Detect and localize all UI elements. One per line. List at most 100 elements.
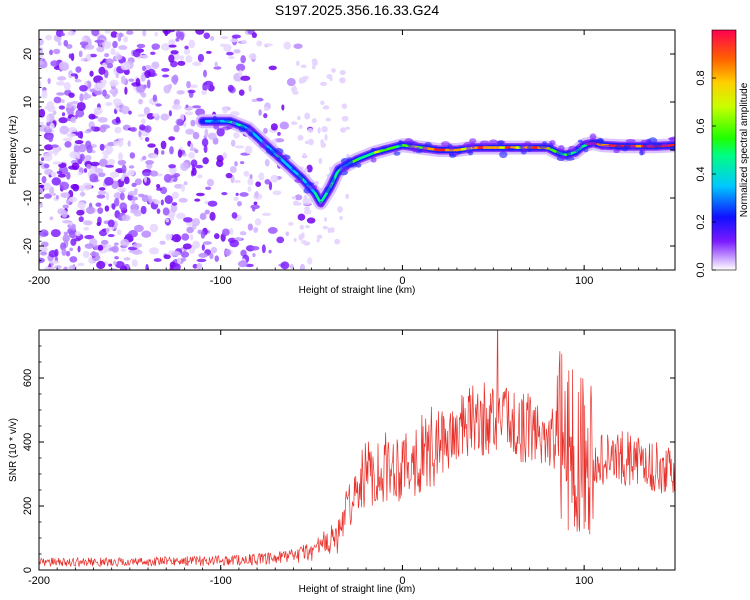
noise-blob: [65, 250, 71, 257]
noise-blob: [56, 81, 65, 86]
noise-blob: [143, 106, 151, 116]
noise-blob: [63, 82, 71, 91]
noise-blob: [254, 218, 262, 226]
noise-blob: [64, 140, 72, 148]
noise-blob: [191, 105, 202, 109]
noise-blob: [168, 54, 175, 63]
noise-blob: [110, 171, 120, 178]
noise-blob: [135, 78, 141, 87]
ridge-blob: [613, 149, 620, 154]
noise-blob: [307, 257, 313, 265]
noise-blob: [39, 121, 44, 125]
noise-blob: [213, 233, 220, 240]
noise-blob: [82, 182, 92, 191]
ridge-blob: [275, 151, 283, 157]
ridge-blob: [276, 156, 282, 162]
noise-blob: [209, 252, 214, 260]
noise-blob: [117, 138, 124, 148]
ridge-blob: [640, 139, 650, 144]
noise-blob: [89, 173, 98, 183]
snr-line: [39, 330, 675, 568]
noise-blob: [223, 248, 231, 257]
ridge-blob: [265, 147, 271, 154]
noise-blob: [220, 36, 229, 40]
noise-blob: [98, 172, 106, 178]
noise-blob: [112, 98, 122, 106]
noise-blob: [243, 170, 250, 177]
noise-blob: [216, 127, 225, 137]
ridge-blob: [499, 151, 508, 159]
noise-blob: [220, 43, 227, 48]
noise-blob: [121, 214, 131, 222]
noise-blob: [107, 158, 115, 166]
noise-blob: [226, 51, 234, 56]
ridge-blob: [259, 142, 268, 148]
x-tick-label: 0: [399, 575, 405, 587]
noise-blob: [320, 139, 325, 145]
noise-blob: [116, 229, 122, 236]
noise-blob: [84, 234, 95, 240]
noise-blob: [104, 30, 111, 34]
noise-blob: [296, 60, 300, 67]
ridge-blob: [467, 150, 474, 156]
noise-blob: [263, 43, 273, 47]
noise-blob: [192, 61, 202, 67]
noise-blob: [78, 216, 84, 223]
noise-blob: [263, 106, 269, 112]
noise-blob: [97, 244, 104, 251]
noise-blob: [68, 265, 77, 270]
colorbar-tick-label: 0.4: [695, 166, 707, 181]
noise-blob: [68, 70, 73, 79]
noise-blob: [105, 144, 114, 154]
ridge-blob: [231, 120, 236, 125]
ridge-blob: [424, 141, 432, 148]
colorbar-tick-label: 0.6: [695, 118, 707, 133]
noise-blob: [177, 60, 186, 66]
noise-blob: [307, 128, 314, 133]
noise-blob: [139, 136, 144, 141]
noise-blob: [327, 227, 332, 234]
noise-blob: [52, 161, 62, 165]
colorbar-tick-label: 0.2: [695, 214, 707, 229]
noise-blob: [115, 107, 121, 111]
noise-blob: [168, 136, 176, 141]
noise-blob: [52, 192, 56, 197]
snr-y-label: SNR (10 * v/v): [8, 418, 19, 482]
noise-blob: [254, 190, 259, 199]
noise-blob: [179, 55, 185, 61]
noise-blob: [162, 207, 170, 216]
noise-blob: [70, 116, 77, 124]
noise-blob: [209, 35, 215, 41]
noise-blob: [160, 113, 170, 121]
noise-blob: [55, 194, 59, 200]
noise-blob: [330, 227, 335, 233]
x-tick-label: 100: [575, 275, 593, 287]
noise-blob: [123, 36, 129, 43]
ridge-blob: [412, 141, 419, 147]
noise-blob: [85, 53, 92, 62]
ridge-blob: [407, 144, 415, 151]
noise-blob: [270, 174, 279, 183]
noise-blob: [161, 150, 165, 155]
noise-blob: [255, 97, 264, 102]
ridge-blob: [589, 142, 597, 147]
noise-blob: [68, 53, 72, 59]
noise-blob: [176, 212, 186, 220]
noise-blob: [74, 79, 82, 83]
ridge-blob: [643, 142, 648, 149]
noise-blob: [144, 70, 151, 78]
noise-blob: [80, 57, 87, 62]
noise-blob: [150, 51, 156, 56]
noise-blob: [279, 121, 289, 130]
noise-blob: [69, 247, 74, 252]
noise-blob: [140, 118, 146, 125]
noise-blob: [171, 104, 182, 111]
noise-blob: [322, 105, 330, 110]
noise-blob: [298, 124, 303, 129]
noise-blob: [229, 38, 239, 43]
noise-blob: [44, 267, 54, 270]
noise-blob: [180, 184, 185, 192]
noise-blob: [142, 155, 147, 161]
noise-blob: [324, 133, 328, 141]
noise-blob: [132, 242, 143, 248]
